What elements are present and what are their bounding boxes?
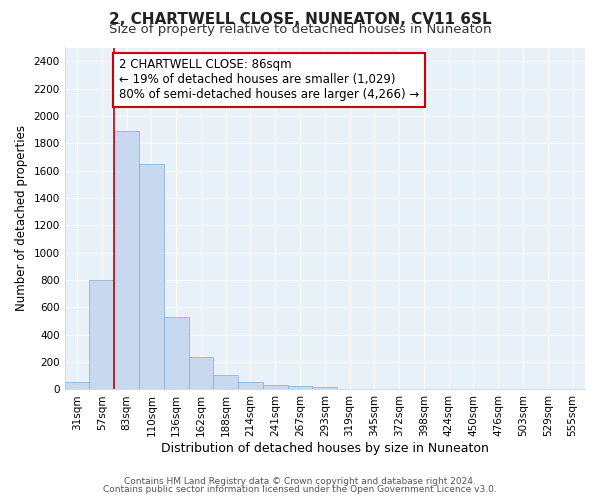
- Bar: [164, 317, 188, 390]
- X-axis label: Distribution of detached houses by size in Nuneaton: Distribution of detached houses by size …: [161, 442, 489, 455]
- Text: Contains HM Land Registry data © Crown copyright and database right 2024.: Contains HM Land Registry data © Crown c…: [124, 477, 476, 486]
- Bar: [139, 164, 164, 390]
- Y-axis label: Number of detached properties: Number of detached properties: [15, 126, 28, 312]
- Bar: [114, 131, 139, 390]
- Bar: [188, 357, 214, 390]
- Bar: [65, 382, 89, 390]
- Text: Size of property relative to detached houses in Nuneaton: Size of property relative to detached ho…: [109, 24, 491, 36]
- Text: 2, CHARTWELL CLOSE, NUNEATON, CV11 6SL: 2, CHARTWELL CLOSE, NUNEATON, CV11 6SL: [109, 12, 491, 28]
- Bar: [214, 374, 238, 390]
- Bar: [263, 384, 287, 390]
- Text: 2 CHARTWELL CLOSE: 86sqm
← 19% of detached houses are smaller (1,029)
80% of sem: 2 CHARTWELL CLOSE: 86sqm ← 19% of detach…: [119, 58, 419, 102]
- Bar: [313, 387, 337, 390]
- Bar: [89, 280, 114, 390]
- Bar: [238, 382, 263, 390]
- Text: Contains public sector information licensed under the Open Government Licence v3: Contains public sector information licen…: [103, 485, 497, 494]
- Bar: [287, 386, 313, 390]
